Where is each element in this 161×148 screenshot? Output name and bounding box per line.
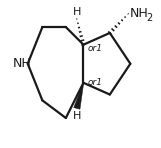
Polygon shape: [74, 83, 84, 109]
Text: 2: 2: [147, 13, 153, 22]
Text: H: H: [73, 111, 81, 121]
Text: H: H: [73, 7, 81, 17]
Text: NH: NH: [130, 7, 148, 20]
Text: or1: or1: [87, 78, 102, 87]
Text: NH: NH: [13, 57, 32, 70]
Text: or1: or1: [87, 44, 102, 53]
